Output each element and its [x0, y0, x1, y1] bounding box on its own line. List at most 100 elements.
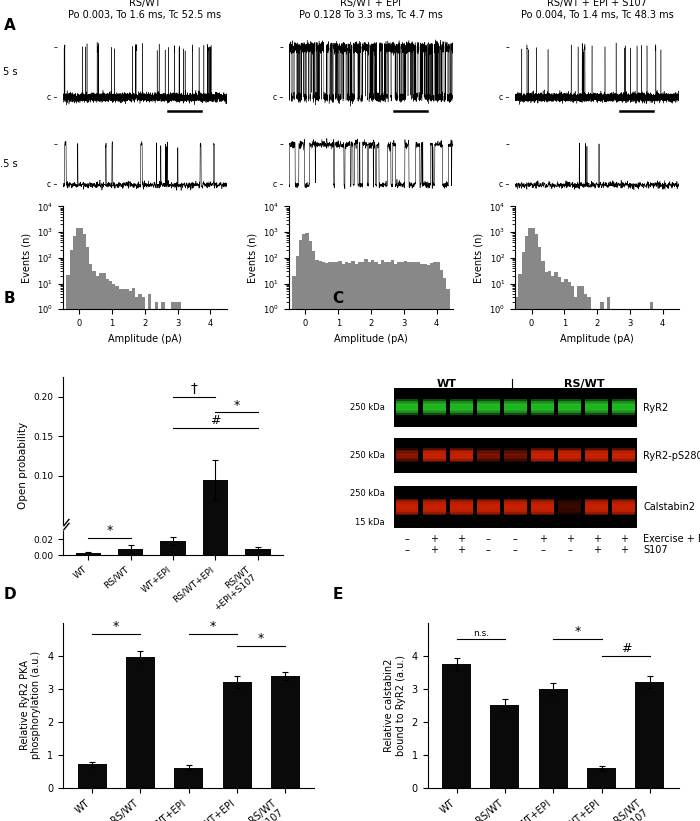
Text: –: –	[567, 544, 572, 555]
Bar	[477, 401, 500, 405]
Bar	[612, 456, 635, 459]
Bar	[491, 705, 519, 788]
Text: *: *	[113, 620, 119, 633]
Bar	[433, 263, 437, 821]
Bar	[612, 405, 635, 408]
Bar	[585, 448, 608, 452]
Bar	[504, 504, 527, 508]
Bar	[450, 452, 473, 455]
Bar	[591, 310, 594, 821]
Bar	[559, 410, 581, 413]
Bar	[174, 301, 178, 821]
Text: 250 kDa: 250 kDa	[350, 451, 384, 460]
Bar	[610, 310, 613, 821]
Bar	[531, 504, 554, 508]
Text: c –: c –	[273, 181, 284, 190]
Bar	[504, 457, 527, 461]
Text: *: *	[258, 631, 265, 644]
Bar	[168, 310, 171, 821]
Bar	[309, 241, 312, 821]
Bar	[612, 411, 635, 415]
Bar	[423, 456, 445, 459]
Text: –: –	[279, 44, 284, 53]
Bar	[578, 286, 581, 821]
Bar	[587, 297, 591, 821]
Bar	[377, 264, 381, 821]
Bar	[477, 506, 500, 510]
Bar	[400, 263, 404, 821]
Bar	[531, 411, 554, 415]
Bar	[585, 456, 608, 459]
Bar	[601, 301, 603, 821]
Bar	[417, 262, 420, 821]
Bar	[102, 273, 106, 821]
Bar	[395, 502, 419, 507]
Bar	[531, 502, 554, 507]
Bar	[559, 506, 581, 510]
Bar	[79, 227, 83, 821]
Bar	[504, 507, 527, 511]
Text: +: +	[538, 534, 547, 544]
Bar	[477, 457, 500, 461]
Bar	[245, 548, 271, 555]
Bar	[612, 408, 635, 411]
Bar	[548, 271, 551, 821]
Bar	[636, 310, 640, 821]
Bar	[395, 406, 419, 410]
Bar	[450, 448, 473, 452]
Bar	[559, 501, 581, 504]
Bar	[423, 504, 445, 508]
Bar	[381, 259, 384, 821]
Text: c –: c –	[499, 181, 510, 190]
Bar	[423, 450, 445, 453]
Bar	[395, 501, 419, 504]
Bar	[442, 664, 471, 788]
Bar	[531, 452, 554, 455]
Bar	[427, 265, 430, 821]
Bar	[559, 448, 581, 452]
Text: *: *	[210, 620, 216, 633]
Bar	[504, 405, 527, 408]
Text: A: A	[4, 18, 15, 33]
Text: 15 kDa: 15 kDa	[355, 517, 384, 526]
Text: –: –	[405, 544, 409, 555]
Bar	[620, 310, 623, 821]
Bar	[612, 455, 635, 458]
Bar	[585, 408, 608, 411]
Bar	[203, 479, 228, 555]
Bar	[504, 455, 527, 458]
Bar	[395, 408, 419, 411]
Bar	[450, 453, 473, 456]
Bar	[559, 498, 581, 502]
Bar	[585, 401, 608, 405]
Bar	[531, 406, 554, 410]
Text: #: #	[210, 415, 220, 428]
Bar	[328, 263, 332, 821]
Bar	[322, 262, 325, 821]
Bar	[559, 455, 581, 458]
Bar	[477, 510, 500, 513]
Bar	[332, 262, 335, 821]
Bar	[132, 287, 135, 821]
Bar	[477, 405, 500, 408]
Text: *: *	[574, 625, 580, 638]
Bar	[155, 301, 158, 821]
Bar	[384, 262, 387, 821]
Bar	[393, 486, 638, 529]
Bar	[414, 262, 417, 821]
Bar	[73, 236, 76, 821]
Bar	[531, 403, 554, 406]
Text: –: –	[486, 534, 491, 544]
Bar	[423, 411, 445, 415]
Bar	[559, 457, 581, 461]
Bar	[450, 410, 473, 413]
Bar	[585, 450, 608, 453]
Title: RS/WT + EPI + S107
Po 0.004, To 1.4 ms, Tc 48.3 ms: RS/WT + EPI + S107 Po 0.004, To 1.4 ms, …	[521, 0, 673, 20]
Bar	[585, 403, 608, 406]
Bar	[423, 502, 445, 507]
Bar	[423, 448, 445, 452]
Bar	[129, 291, 132, 821]
Bar	[585, 507, 608, 511]
Bar	[424, 264, 427, 821]
Bar	[545, 273, 548, 821]
